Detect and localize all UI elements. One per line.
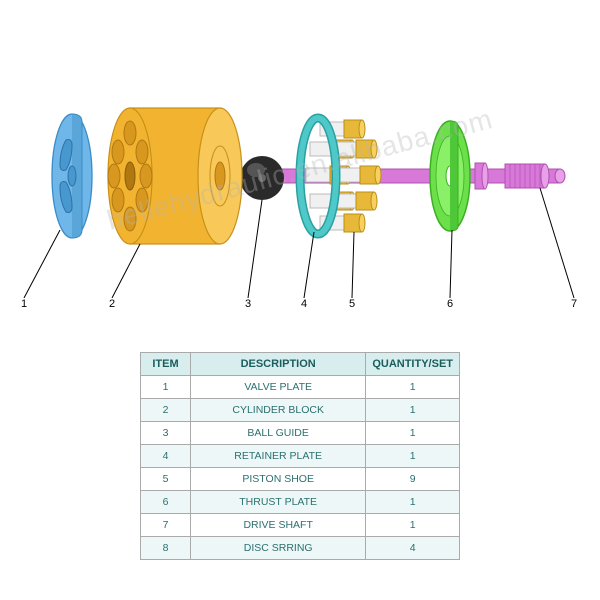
valve-plate-part <box>52 114 92 238</box>
exploded-diagram: bellehydraulic.en.alibaba.com <box>0 0 600 340</box>
piston-shoe-part <box>306 120 381 232</box>
leader-num-5: 5 <box>348 298 356 310</box>
thrust-plate-part <box>430 121 470 231</box>
leader-num-1: 1 <box>20 298 28 310</box>
parts-table-container: ITEM DESCRIPTION QUANTITY/SET 1VALVE PLA… <box>140 352 460 560</box>
table-row: 1VALVE PLATE1 <box>141 376 460 399</box>
cylinder-block-part <box>108 108 242 244</box>
leader-num-4: 4 <box>300 298 308 310</box>
table-body: 1VALVE PLATE1 2CYLINDER BLOCK1 3BALL GUI… <box>141 376 460 560</box>
table-header-row: ITEM DESCRIPTION QUANTITY/SET <box>141 353 460 376</box>
table-row: 2CYLINDER BLOCK1 <box>141 399 460 422</box>
leader-num-6: 6 <box>446 298 454 310</box>
diagram-svg <box>0 0 600 340</box>
leader-num-2: 2 <box>108 298 116 310</box>
table-row: 5PISTON SHOE9 <box>141 468 460 491</box>
table-row: 8DISC SRRING4 <box>141 537 460 560</box>
ball-guide-part <box>240 156 284 200</box>
table-row: 3BALL GUIDE1 <box>141 422 460 445</box>
table-row: 6THRUST PLATE1 <box>141 491 460 514</box>
col-item: ITEM <box>141 353 191 376</box>
parts-table: ITEM DESCRIPTION QUANTITY/SET 1VALVE PLA… <box>140 352 460 560</box>
leader-num-3: 3 <box>244 298 252 310</box>
leader-num-7: 7 <box>570 298 578 310</box>
retainer-pistons-group <box>300 118 381 234</box>
col-description: DESCRIPTION <box>191 353 366 376</box>
table-row: 4RETAINER PLATE1 <box>141 445 460 468</box>
table-row: 7DRIVE SHAFT1 <box>141 514 460 537</box>
col-qty: QUANTITY/SET <box>366 353 460 376</box>
